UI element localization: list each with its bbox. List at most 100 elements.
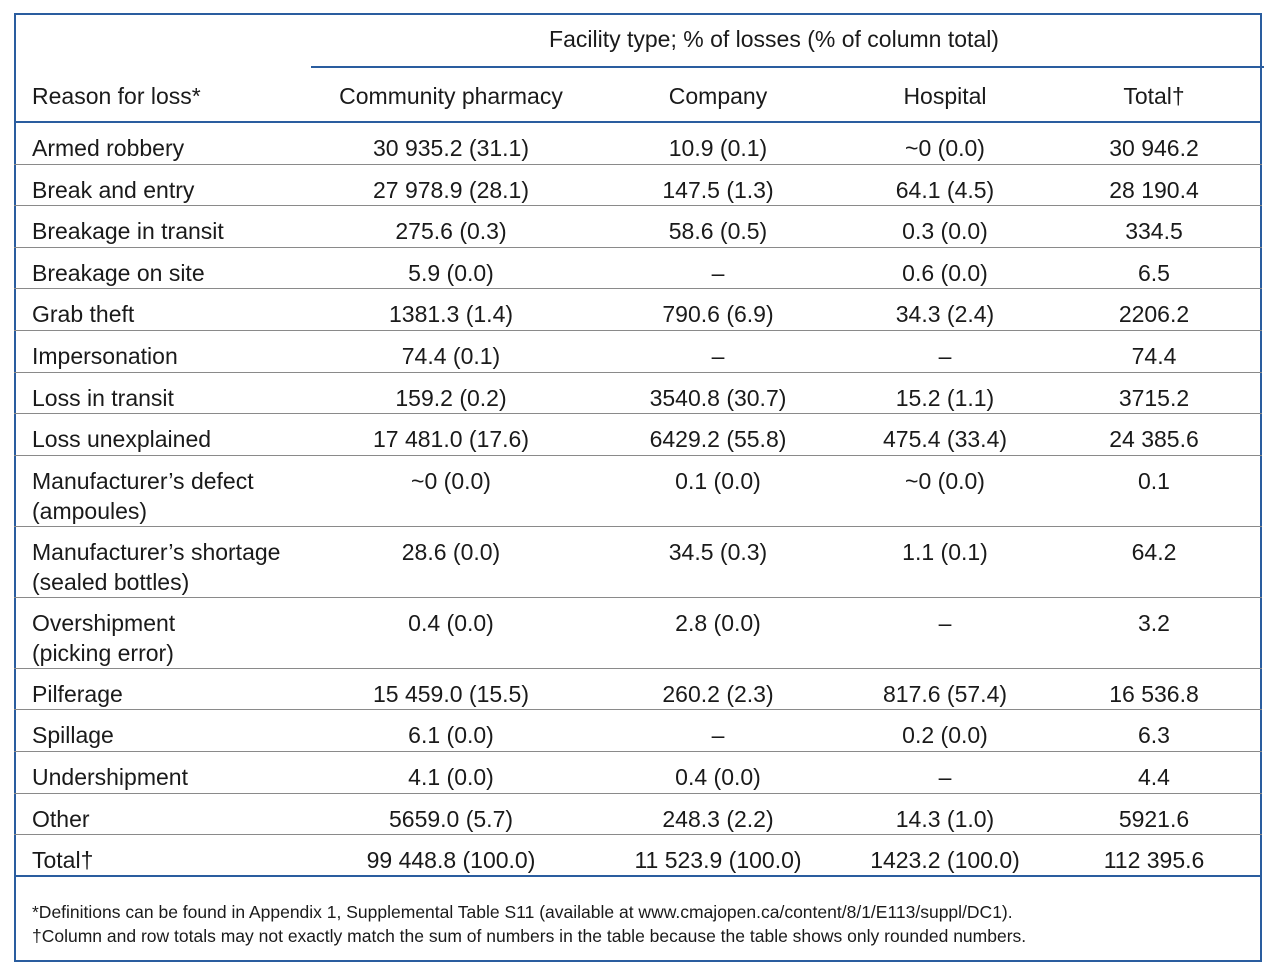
cell-reason: Breakage in transit (32, 218, 224, 245)
cell-hospital: 34.3 (2.4) (895, 301, 995, 328)
cell-community-pharmacy: ~0 (0.0) (411, 467, 491, 494)
footnote-totals: †Column and row totals may not exactly m… (32, 926, 1027, 946)
cell-reason-line2: (ampoules) (32, 497, 148, 524)
cell-community-pharmacy: 15 459.0 (15.5) (372, 680, 529, 707)
cell-company: – (711, 259, 725, 286)
cell-hospital: – (938, 764, 952, 790)
footnotes: *Definitions can be found in Appendix 1,… (32, 900, 1252, 948)
cell-community-pharmacy: 159.2 (0.2) (395, 384, 507, 411)
cell-community-pharmacy: 0.4 (0.0) (408, 609, 494, 636)
cell-reason: Loss unexplained (32, 426, 212, 453)
cell-hospital: 0.3 (0.0) (902, 218, 988, 245)
cell-community-pharmacy: 27 978.9 (28.1) (372, 176, 529, 203)
group-header: Facility type; % of losses (% of column … (549, 25, 999, 52)
cell-community-pharmacy: 1381.3 (1.4) (388, 301, 514, 328)
cell-total: 6.5 (1138, 259, 1170, 286)
group-header-rule (311, 66, 1264, 68)
cell-reason-line1: Overshipment (32, 609, 176, 636)
cell-reason: Total† (32, 847, 94, 874)
cell-reason: Breakage on site (32, 259, 205, 286)
column-header-community-pharmacy: Community pharmacy (339, 82, 563, 109)
cell-community-pharmacy: 4.1 (0.0) (408, 764, 494, 790)
cell-hospital: 817.6 (57.4) (882, 680, 1008, 707)
cell-company: 147.5 (1.3) (662, 176, 774, 203)
cell-total: 112 395.6 (1103, 847, 1205, 874)
cell-reason-line2: (sealed bottles) (32, 568, 190, 595)
cell-community-pharmacy: 275.6 (0.3) (395, 218, 507, 245)
cell-total: 30 946.2 (1109, 135, 1199, 161)
table-row: Total† 99 448.8 (100.0) 11 523.9 (100.0) 14… (14, 835, 1262, 877)
cell-hospital: 0.2 (0.0) (902, 722, 988, 749)
cell-community-pharmacy: 74.4 (0.1) (401, 343, 501, 369)
cell-reason: Other (32, 805, 90, 832)
cell-community-pharmacy: 5659.0 (5.7) (388, 805, 514, 832)
cell-hospital: – (938, 343, 952, 369)
cell-reason: Armed robbery (32, 135, 185, 161)
cell-company: 0.4 (0.0) (675, 764, 761, 790)
cell-reason-line2: (picking error) (32, 639, 174, 666)
cell-company: 248.3 (2.2) (662, 805, 774, 832)
table-row: Break and entry 27 978.9 (28.1) 147.5 (1.3… (14, 165, 1262, 207)
cell-community-pharmacy: 5.9 (0.0) (408, 259, 494, 286)
cell-hospital: 1423.2 (100.0) (870, 847, 1020, 874)
cell-reason-line1: Manufacturer’s defect (32, 467, 254, 494)
cell-hospital: 64.1 (4.5) (895, 176, 995, 203)
cell-total: 334.5 (1125, 218, 1183, 245)
cell-reason: Undershipment (32, 764, 188, 790)
cell-reason: Grab theft (32, 301, 135, 328)
cell-hospital: ~0 (0.0) (905, 135, 985, 161)
cell-reason: Manufacturer’s defect (ampoules) (32, 466, 322, 526)
table-row: Overshipment (picking error) 0.4 (0.0) 2.8 … (14, 598, 1262, 669)
table-row: Loss unexplained 17 481.0 (17.6) 6429.2 (5… (14, 414, 1262, 456)
cell-hospital: 15.2 (1.1) (895, 384, 995, 411)
table-row: Spillage 6.1 (0.0) – 0.2 (0.0) 6.3 (14, 710, 1262, 752)
cell-company: 34.5 (0.3) (668, 538, 768, 565)
cell-total: 16 536.8 (1109, 680, 1199, 707)
cell-company: 3540.8 (30.7) (649, 384, 787, 411)
table-row: Breakage on site 5.9 (0.0) – 0.6 (0.0) 6.5 (14, 248, 1262, 290)
cell-company: 11 523.9 (100.0) (634, 847, 802, 874)
cell-hospital: 0.6 (0.0) (902, 259, 988, 286)
cell-community-pharmacy: 6.1 (0.0) (408, 722, 494, 749)
cell-company: 2.8 (0.0) (675, 609, 761, 636)
cell-company: 790.6 (6.9) (662, 301, 774, 328)
cell-community-pharmacy: 28.6 (0.0) (401, 538, 501, 565)
column-header-total: Total† (1123, 82, 1185, 109)
table-row: Breakage in transit 275.6 (0.3) 58.6 (0.5)… (14, 206, 1262, 248)
cell-total: 28 190.4 (1109, 176, 1199, 203)
column-header-hospital: Hospital (903, 82, 987, 109)
cell-hospital: ~0 (0.0) (905, 467, 985, 494)
cell-community-pharmacy: 99 448.8 (100.0) (366, 847, 536, 874)
cell-total: 4.4 (1138, 764, 1170, 790)
cell-total: 24 385.6 (1109, 426, 1199, 453)
cell-total: 0.1 (1138, 467, 1170, 494)
cell-hospital: 14.3 (1.0) (895, 805, 995, 832)
cell-company: 6429.2 (55.8) (649, 426, 787, 453)
table-row: Other 5659.0 (5.7) 248.3 (2.2) 14.3 (1.0) 59… (14, 794, 1262, 836)
table-row: Undershipment 4.1 (0.0) 0.4 (0.0) – 4.4 (14, 752, 1262, 794)
cell-total: 74.4 (1131, 343, 1177, 369)
cell-company: – (711, 722, 725, 749)
cell-total: 5921.6 (1118, 805, 1190, 832)
cell-reason: Impersonation (32, 343, 178, 369)
cell-reason: Spillage (32, 722, 114, 749)
header-rule (14, 121, 1262, 123)
footnote-definitions: *Definitions can be found in Appendix 1,… (32, 902, 1013, 922)
cell-hospital: 475.4 (33.4) (882, 426, 1008, 453)
cell-company: 58.6 (0.5) (668, 218, 768, 245)
column-header-reason: Reason for loss* (32, 82, 201, 109)
cell-total: 2206.2 (1118, 301, 1190, 328)
table-row: Loss in transit 159.2 (0.2) 3540.8 (30.7) 1… (14, 373, 1262, 415)
cell-reason: Break and entry (32, 176, 195, 203)
cell-total: 3715.2 (1118, 384, 1190, 411)
table-row: Impersonation 74.4 (0.1) – – 74.4 (14, 331, 1262, 373)
cell-company: – (711, 343, 725, 369)
cell-reason-line1: Manufacturer’s shortage (32, 538, 281, 565)
cell-company: 260.2 (2.3) (662, 680, 774, 707)
table-row: Pilferage 15 459.0 (15.5) 260.2 (2.3) 817.6… (14, 669, 1262, 711)
table-frame (14, 13, 1262, 962)
cell-total: 3.2 (1138, 609, 1170, 636)
table-row: Manufacturer’s defect (ampoules) ~0 (0.0) 0… (14, 456, 1262, 527)
table-row: Armed robbery 30 935.2 (31.1) 10.9 (0.1) ~0… (14, 123, 1262, 165)
cell-reason: Overshipment (picking error) (32, 608, 322, 668)
